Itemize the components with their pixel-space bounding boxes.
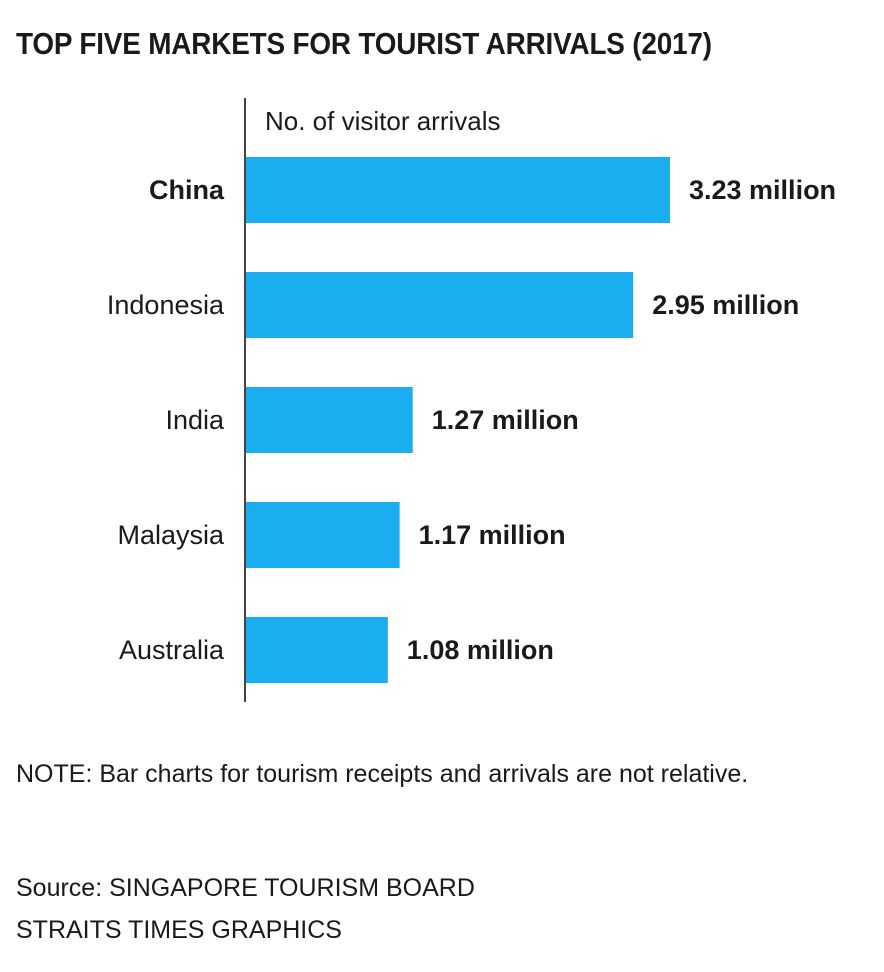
bar-malaysia (246, 502, 400, 568)
category-label-china: China (149, 175, 225, 205)
category-label-indonesia: Indonesia (107, 290, 225, 320)
chart-note: NOTE: Bar charts for tourism receipts an… (16, 760, 749, 788)
credit-text: STRAITS TIMES GRAPHICS (16, 916, 342, 944)
category-label-malaysia: Malaysia (117, 520, 225, 550)
category-label-india: India (165, 405, 225, 435)
axis-caption: No. of visitor arrivals (265, 106, 501, 136)
bar-india (246, 387, 413, 453)
value-label-australia: 1.08 million (407, 635, 554, 665)
bar-chart: No. of visitor arrivals China 3.23 millio… (107, 98, 836, 702)
value-label-india: 1.27 million (432, 405, 579, 435)
bars-group: China 3.23 million Indonesia 2.95 million In… (107, 157, 836, 683)
value-label-china: 3.23 million (689, 175, 836, 205)
category-label-australia: Australia (119, 635, 225, 665)
chart-title: TOP FIVE MARKETS FOR TOURIST ARRIVALS (2… (16, 26, 712, 61)
source-text: Source: SINGAPORE TOURISM BOARD (16, 874, 475, 902)
bar-indonesia (246, 272, 634, 338)
value-label-indonesia: 2.95 million (652, 290, 799, 320)
value-label-malaysia: 1.17 million (419, 520, 566, 550)
bar-china (246, 157, 670, 223)
source-block: Source: SINGAPORE TOURISM BOARD STRAITS … (16, 867, 475, 951)
bar-australia (246, 617, 388, 683)
